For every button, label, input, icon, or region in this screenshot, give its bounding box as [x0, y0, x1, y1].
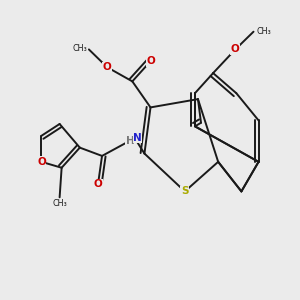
Text: O: O: [231, 44, 240, 54]
Text: H: H: [126, 136, 135, 146]
Text: O: O: [146, 56, 155, 66]
Text: O: O: [103, 62, 112, 72]
Text: CH₃: CH₃: [73, 44, 87, 53]
Text: N: N: [134, 133, 142, 143]
Text: O: O: [37, 157, 46, 167]
Text: CH₃: CH₃: [256, 27, 271, 36]
Text: S: S: [181, 186, 189, 197]
Text: CH₃: CH₃: [52, 199, 67, 208]
Text: O: O: [94, 179, 102, 189]
